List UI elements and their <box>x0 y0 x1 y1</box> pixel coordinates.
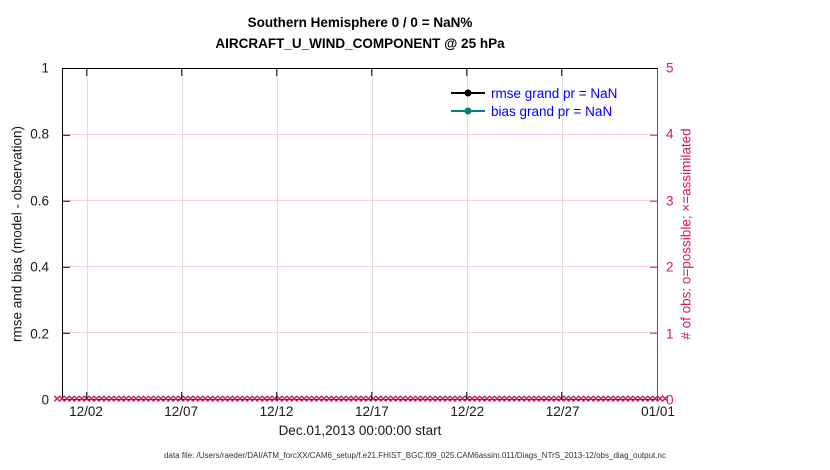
title-line-1: Southern Hemisphere 0 / 0 = NaN% <box>247 15 473 30</box>
axis-tick <box>650 332 657 334</box>
legend-row-rmse: rmse grand pr = NaN <box>451 84 617 102</box>
axis-tick <box>561 69 563 76</box>
x-axis-ticks: 12/02 12/07 12/12 12/17 12/22 12/27 01/0… <box>62 404 675 420</box>
gridline-vertical <box>181 69 183 399</box>
rmse-line-sample <box>451 89 485 97</box>
axis-tick <box>561 392 563 399</box>
gridline-horizontal <box>63 134 657 135</box>
gridline-horizontal <box>63 266 657 267</box>
x-tick-label: 12/07 <box>164 404 199 419</box>
gridline-vertical <box>561 69 563 399</box>
y-tick-label: 0 <box>666 392 674 408</box>
x-axis-label: Dec.01,2013 00:00:00 start <box>278 423 442 438</box>
axis-tick <box>466 69 468 76</box>
y-tick-label: 3 <box>666 193 674 209</box>
x-tick-label: 12/27 <box>545 404 580 419</box>
axis-tick <box>276 392 278 399</box>
rmse-marker-icon <box>464 89 472 97</box>
gridline-horizontal <box>63 200 657 201</box>
bias-line-sample <box>451 107 485 115</box>
y-tick-label: 0.6 <box>30 193 49 209</box>
y-tick-label: 0 <box>41 392 49 408</box>
axis-tick <box>466 392 468 399</box>
axis-tick <box>276 69 278 76</box>
axis-tick <box>371 392 373 399</box>
y-tick-label: 1 <box>666 326 674 342</box>
axis-tick <box>181 69 183 76</box>
legend-row-bias: bias grand pr = NaN <box>451 102 617 120</box>
y-tick-label: 2 <box>666 259 674 275</box>
legend: rmse grand pr = NaN bias grand pr = NaN <box>451 84 617 120</box>
chart-title: Southern Hemisphere 0 / 0 = NaN% AIRCRAF… <box>62 12 658 54</box>
axis-tick <box>63 266 70 268</box>
axis-tick <box>650 200 657 202</box>
x-tick-label: 12/22 <box>450 404 485 419</box>
x-tick-label: 12/02 <box>69 404 103 419</box>
axis-tick <box>650 266 657 268</box>
y-tick-label: 1 <box>41 60 49 76</box>
y-axis-ticks-left: 0 0.2 0.4 0.6 0.8 1 <box>0 61 56 408</box>
y-tick-label: 5 <box>666 60 674 76</box>
x-tick-label: 12/17 <box>355 404 389 419</box>
y-tick-label: 4 <box>666 126 674 142</box>
axis-tick <box>86 69 88 76</box>
legend-label-bias: bias grand pr = NaN <box>491 103 613 119</box>
legend-label-rmse: rmse grand pr = NaN <box>491 85 618 101</box>
data-file-path: data file: /Users/raeder/DAI/ATM_forcXX/… <box>164 451 666 460</box>
gridline-vertical <box>276 69 278 399</box>
axis-tick <box>371 69 373 76</box>
title-line-2: AIRCRAFT_U_WIND_COMPONENT @ 25 hPa <box>215 36 505 51</box>
y-tick-label: 0.4 <box>30 259 49 275</box>
axis-tick <box>86 392 88 399</box>
axis-tick <box>63 332 70 334</box>
gridline-vertical <box>466 69 468 399</box>
gridline-vertical <box>86 69 88 399</box>
axis-tick <box>650 134 657 136</box>
gridline-vertical <box>371 69 373 399</box>
x-tick-label: 01/01 <box>641 404 675 419</box>
axis-tick <box>63 134 70 136</box>
y-tick-label: 0.2 <box>30 326 49 342</box>
axis-tick <box>181 392 183 399</box>
y-axis-ticks-right: 0 1 2 3 4 5 <box>661 61 701 408</box>
axis-tick <box>63 200 70 202</box>
x-tick-label: 12/12 <box>259 404 294 419</box>
bias-marker-icon <box>464 107 472 115</box>
gridline-horizontal <box>63 332 657 333</box>
y-tick-label: 0.8 <box>30 126 49 142</box>
